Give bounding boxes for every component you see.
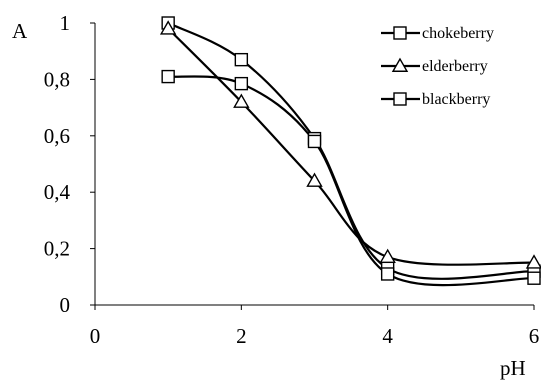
data-point-chokeberry [234,52,249,67]
x-axis-title: pH [500,356,526,380]
data-point-blackberry [380,267,395,281]
series-line-blackberry [168,75,535,287]
legend-label: chokeberry [422,25,494,42]
x-ticks: 0 2 4 6 [90,305,540,348]
data-point-blackberry [307,134,322,149]
data-point-elderberry [379,248,396,264]
legend-label: blackberry [422,91,490,108]
data-point-blackberry [527,271,541,285]
x-tick-label: 4 [382,324,393,348]
y-tick-label: 0,8 [44,67,70,91]
legend-marker [393,92,407,106]
data-point-elderberry [159,20,177,35]
x-tick-label: 2 [236,324,247,348]
legend-item-elderberry: elderberry [381,57,488,75]
y-ticks: 0 0,2 0,4 0,6 0,8 1 [44,11,95,317]
data-point-elderberry [233,93,250,108]
y-tick-label: 0,2 [44,237,70,261]
x-tick-label: 0 [90,324,101,348]
legend-label: elderberry [422,58,488,75]
x-tick-label: 6 [529,324,540,348]
y-tick-label: 0 [60,293,71,317]
data-point-elderberry [525,254,541,269]
y-tick-label: 0,4 [44,180,71,204]
data-point-blackberry [161,69,175,84]
series-markers [159,16,541,285]
axes [94,23,534,306]
data-point-elderberry [306,172,323,187]
y-axis-title: A [12,19,28,43]
y-tick-label: 1 [60,11,71,35]
legend-item-blackberry: blackberry [381,91,490,108]
legend-item-chokeberry: chokeberry [381,25,494,42]
legend-marker [393,26,407,40]
data-point-blackberry [234,76,249,91]
legend-marker [391,57,409,72]
legend: chokeberry elderberry blackberry [381,25,494,108]
y-tick-label: 0,6 [44,124,70,148]
